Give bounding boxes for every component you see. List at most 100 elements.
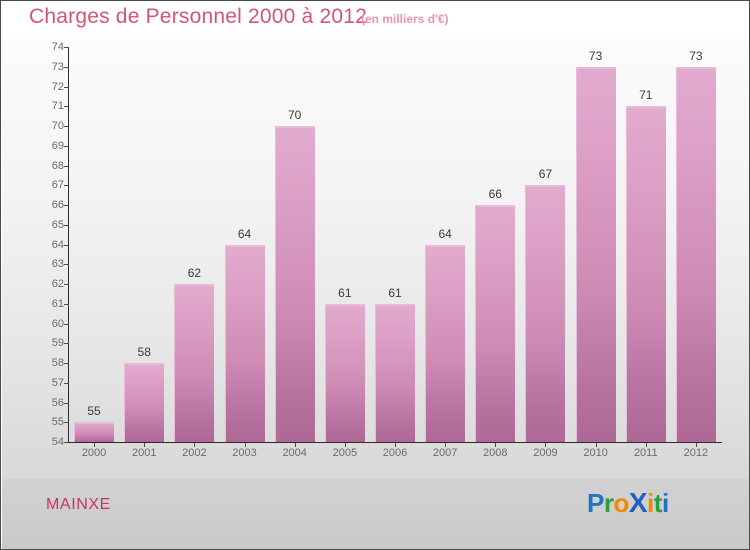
bar-slot	[174, 47, 215, 442]
bar-value-label: 64	[438, 226, 452, 241]
x-axis-tick-mark	[94, 443, 96, 447]
x-axis-tick-label: 2007	[432, 447, 458, 459]
y-axis-tick-mark	[64, 363, 69, 364]
proxiti-logo[interactable]: ProXiti	[587, 487, 669, 519]
x-axis-tick-mark	[244, 443, 246, 447]
bar-slot	[525, 47, 566, 442]
y-axis-tick-label: 73	[51, 60, 64, 73]
y-axis-tick-mark	[64, 422, 69, 424]
y-axis-tick-label: 63	[51, 258, 64, 271]
bar[interactable]	[74, 422, 115, 442]
x-axis-tick-mark	[144, 443, 146, 447]
bar-slot	[124, 47, 165, 442]
bar-top-highlight	[626, 106, 666, 109]
bar-top-highlight	[75, 422, 115, 425]
y-axis-tick-mark	[64, 284, 69, 285]
bar-slot	[475, 47, 516, 442]
bar[interactable]	[425, 244, 466, 442]
bar-value-label: 61	[388, 285, 402, 300]
y-axis-tick-mark	[64, 323, 69, 325]
x-axis-tick-mark	[344, 443, 346, 447]
bar-top-highlight	[676, 66, 716, 69]
bar[interactable]	[675, 66, 716, 442]
x-axis-tick-label: 2012	[683, 447, 709, 459]
y-axis-tick-label: 74	[51, 41, 64, 53]
bar-slot	[274, 47, 315, 442]
bar-value-label: 61	[338, 285, 352, 300]
bar-slot	[625, 47, 666, 442]
y-axis-tick-mark	[64, 185, 69, 187]
x-axis-tick-mark	[445, 443, 447, 447]
x-axis-tick-label: 2010	[583, 447, 608, 459]
logo-letter: X	[628, 487, 648, 518]
y-axis-tick-mark	[64, 165, 69, 167]
y-axis-tick-label: 62	[51, 278, 64, 290]
y-axis-tick-mark	[64, 126, 69, 127]
x-axis-tick-mark	[695, 443, 697, 447]
y-axis-tick-mark	[64, 66, 69, 68]
y-axis-tick-label: 69	[51, 139, 64, 152]
bar[interactable]	[475, 205, 516, 442]
bar-top-highlight	[225, 244, 265, 247]
y-axis-tick-label: 58	[51, 357, 64, 369]
x-axis-tick-mark	[595, 443, 597, 447]
x-axis-tick-label: 2001	[131, 447, 157, 459]
y-axis-tick-mark	[64, 402, 69, 404]
y-axis-labels: 74 73 72 71 70 69 68 67 66 65 64 63 62 61 60 59 58 57 56 55…	[2, 39, 64, 479]
bar[interactable]	[525, 185, 566, 442]
y-axis-tick-label: 56	[51, 396, 64, 409]
bar-slot	[675, 47, 716, 442]
x-axis-line	[68, 442, 722, 443]
y-axis-tick-mark	[64, 145, 69, 147]
y-axis-tick-mark	[64, 244, 69, 246]
bar-slot	[324, 47, 365, 442]
x-axis-tick-mark	[495, 443, 497, 447]
bar-top-highlight	[526, 185, 566, 188]
chart-header: Charges de Personnel 2000 à 2012 (en mil…	[1, 1, 749, 39]
y-axis-tick-label: 68	[51, 159, 64, 172]
bar[interactable]	[124, 363, 165, 442]
x-axis-tick-label: 2004	[282, 447, 307, 459]
y-axis-tick-label: 65	[51, 218, 64, 231]
y-axis-tick-mark	[64, 264, 69, 266]
bar-slot	[375, 47, 415, 442]
x-axis-tick-label: 2006	[382, 447, 408, 459]
x-axis-tick-label: 2005	[332, 447, 358, 459]
bar-value-label: 66	[488, 187, 502, 201]
x-axis-tick-label: 2002	[182, 447, 207, 459]
y-axis-tick-label: 59	[51, 337, 64, 350]
bar-top-highlight	[325, 303, 365, 306]
y-axis-tick-mark	[64, 442, 69, 443]
x-axis-tick-label: 2011	[633, 447, 658, 459]
y-axis-tick-label: 72	[51, 80, 64, 93]
bar-top-highlight	[376, 303, 415, 306]
y-axis-tick-label: 57	[51, 376, 64, 389]
x-axis-tick-label: 2009	[533, 447, 558, 459]
bar-top-highlight	[426, 244, 466, 247]
y-axis-tick-mark	[64, 343, 69, 345]
chart-canvas: 74 73 72 71 70 69 68 67 66 65 64 63 62 61 60 59 58 57 56 55…	[2, 39, 749, 479]
bar-slot	[224, 47, 265, 442]
page-title: Charges de Personnel 2000 à 2012	[29, 5, 367, 28]
logo-letter: i	[647, 488, 654, 518]
bar[interactable]	[575, 66, 616, 442]
bar-top-highlight	[476, 205, 516, 207]
commune-name: MAINXE	[46, 496, 111, 513]
bar[interactable]	[324, 303, 365, 442]
bar-value-label: 70	[288, 108, 302, 122]
logo-letter: t	[653, 488, 663, 518]
bar[interactable]	[625, 106, 666, 442]
bar[interactable]	[174, 284, 215, 442]
y-axis-tick-label: 71	[51, 100, 64, 113]
bar-top-highlight	[275, 126, 315, 128]
y-axis-tick-mark	[64, 382, 69, 384]
x-axis-tick-label: 2000	[81, 447, 107, 459]
bar[interactable]	[375, 303, 415, 442]
bar-value-label: 73	[689, 48, 703, 63]
bar[interactable]	[224, 244, 265, 442]
bar[interactable]	[274, 126, 315, 442]
x-axis-tick-label: 2003	[232, 447, 257, 459]
bar-slot	[74, 47, 115, 442]
bar-value-label: 58	[137, 345, 151, 359]
